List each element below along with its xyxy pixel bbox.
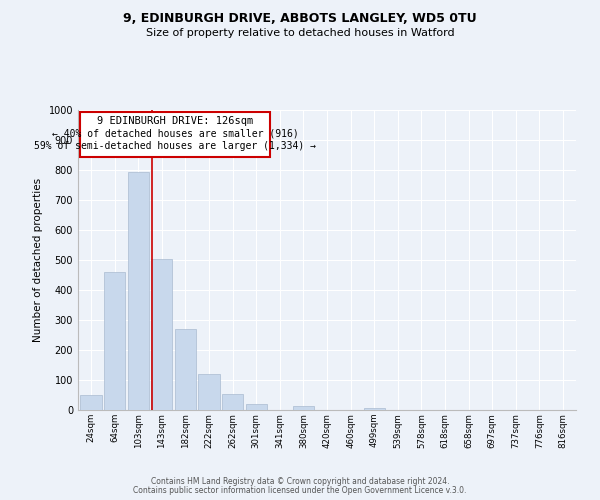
- Text: Contains public sector information licensed under the Open Government Licence v.: Contains public sector information licen…: [133, 486, 467, 495]
- Bar: [293, 406, 314, 410]
- Text: 9, EDINBURGH DRIVE, ABBOTS LANGLEY, WD5 0TU: 9, EDINBURGH DRIVE, ABBOTS LANGLEY, WD5 …: [123, 12, 477, 26]
- Bar: [151, 258, 172, 410]
- Bar: [199, 374, 220, 410]
- Bar: [245, 404, 267, 410]
- Bar: [222, 394, 243, 410]
- Text: Contains HM Land Registry data © Crown copyright and database right 2024.: Contains HM Land Registry data © Crown c…: [151, 477, 449, 486]
- Text: ← 40% of detached houses are smaller (916): ← 40% of detached houses are smaller (91…: [52, 128, 298, 138]
- Text: 59% of semi-detached houses are larger (1,334) →: 59% of semi-detached houses are larger (…: [34, 140, 316, 150]
- Bar: [128, 172, 149, 410]
- Text: Size of property relative to detached houses in Watford: Size of property relative to detached ho…: [146, 28, 454, 38]
- Text: 9 EDINBURGH DRIVE: 126sqm: 9 EDINBURGH DRIVE: 126sqm: [97, 116, 253, 126]
- FancyBboxPatch shape: [80, 112, 271, 156]
- Bar: [80, 395, 101, 410]
- Bar: [104, 272, 125, 410]
- Y-axis label: Number of detached properties: Number of detached properties: [33, 178, 43, 342]
- Bar: [175, 329, 196, 410]
- Bar: [364, 408, 385, 410]
